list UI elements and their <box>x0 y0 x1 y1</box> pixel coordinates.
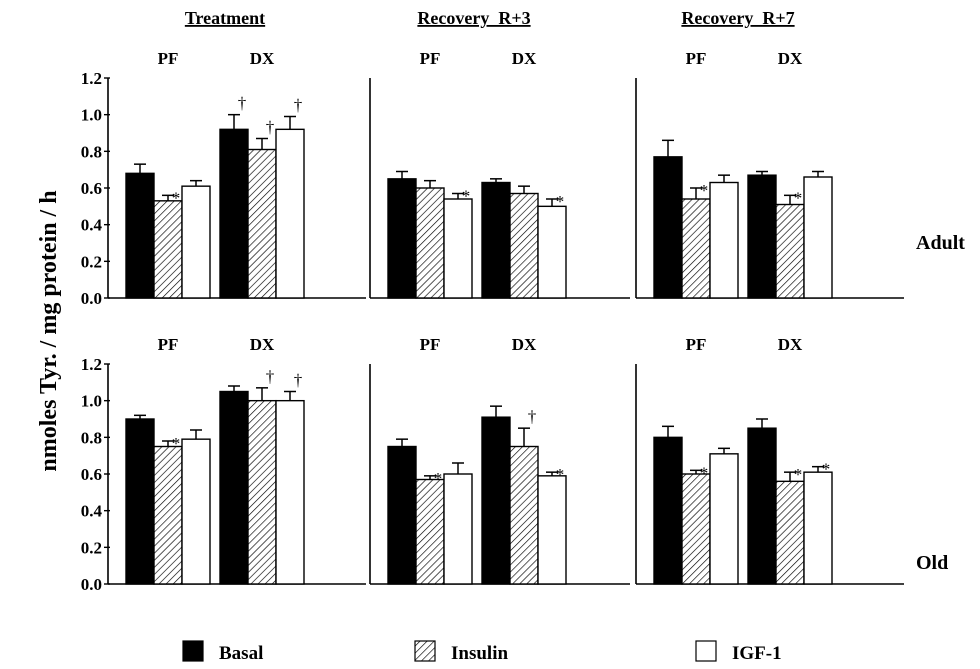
bar-igf-1 <box>181 185 211 299</box>
legend-swatch-insulin <box>414 640 436 662</box>
bar-insulin <box>153 200 183 299</box>
y-tick-label: 0.2 <box>81 538 102 557</box>
y-tick-label: 0.6 <box>81 179 102 198</box>
group-label-dx: DX <box>778 49 803 68</box>
bar-insulin <box>509 192 539 299</box>
bar-basal <box>219 128 249 299</box>
column-title-2: Recovery R+7 <box>681 8 794 28</box>
y-tick-label: 0.8 <box>81 142 102 161</box>
y-tick-label: 1.2 <box>81 69 102 88</box>
y-tick-label: 1.2 <box>81 355 102 374</box>
bar-basal <box>653 156 683 299</box>
group-label-dx: DX <box>250 335 275 354</box>
y-tick-label: 0.8 <box>81 428 102 447</box>
bar-basal <box>387 445 417 585</box>
bar-insulin <box>247 148 277 299</box>
y-tick-label: 0.6 <box>81 465 102 484</box>
significance-star: * <box>794 465 803 484</box>
significance-star: * <box>700 463 709 482</box>
significance-star: * <box>700 181 709 200</box>
group-label-dx: DX <box>250 49 275 68</box>
significance-star: * <box>434 469 443 488</box>
bar-igf-1 <box>537 475 567 585</box>
bar-insulin <box>153 445 183 585</box>
legend-label-igf-1: IGF-1 <box>732 643 782 664</box>
bar-insulin <box>681 198 711 299</box>
y-tick-label: 1.0 <box>81 106 102 125</box>
significance-star: * <box>556 465 565 484</box>
legend-label-insulin: Insulin <box>451 643 508 664</box>
dagger-mark: † <box>238 94 247 113</box>
y-tick-label: 0.4 <box>81 502 103 521</box>
group-label-dx: DX <box>512 335 537 354</box>
dagger-mark: † <box>266 367 275 386</box>
bar-insulin <box>415 187 445 299</box>
dagger-mark: † <box>266 118 275 137</box>
bar-basal <box>219 390 249 585</box>
plot-layer: nmoles Tyr. / mg protein / h Treatment Rec… <box>36 8 965 594</box>
column-title-0: Treatment <box>185 8 265 28</box>
bar-basal <box>481 416 511 585</box>
y-tick-label: 0.0 <box>81 575 102 594</box>
row-label-old: Old <box>916 552 948 574</box>
legend: Basal Insulin IGF-1 <box>182 640 782 664</box>
dagger-mark: † <box>294 96 303 115</box>
legend-swatch-igf-1 <box>695 640 717 662</box>
bar-igf-1 <box>803 471 833 585</box>
group-label-pf: PF <box>158 49 179 68</box>
significance-star: * <box>462 187 471 206</box>
bar-insulin <box>775 203 805 299</box>
group-label-pf: PF <box>158 335 179 354</box>
legend-swatch-basal <box>182 640 204 662</box>
dagger-mark: † <box>528 407 537 426</box>
y-tick-label: 0.4 <box>81 216 103 235</box>
bar-basal <box>747 174 777 299</box>
y-axis-label: nmoles Tyr. / mg protein / h <box>36 190 62 471</box>
bar-igf-1 <box>709 181 739 299</box>
y-tick-label: 0.0 <box>81 289 102 308</box>
bar-basal <box>125 418 155 585</box>
group-label-pf: PF <box>686 49 707 68</box>
bar-basal <box>125 172 155 299</box>
column-title-1: Recovery R+3 <box>417 8 530 28</box>
significance-star: * <box>556 192 565 211</box>
bar-igf-1 <box>443 198 473 299</box>
bar-igf-1 <box>275 128 305 299</box>
legend-label-basal: Basal <box>219 643 263 664</box>
bar-basal <box>747 427 777 585</box>
bar-insulin <box>509 445 539 585</box>
y-tick-label: 0.2 <box>81 252 102 271</box>
group-label-pf: PF <box>420 49 441 68</box>
bar-igf-1 <box>275 399 305 585</box>
significance-star: * <box>172 434 181 453</box>
bar-igf-1 <box>537 205 567 299</box>
significance-star: * <box>794 188 803 207</box>
bar-igf-1 <box>181 438 211 585</box>
group-label-dx: DX <box>778 335 803 354</box>
row-label-adult: Adult <box>916 232 965 254</box>
bar-insulin <box>775 480 805 585</box>
group-label-dx: DX <box>512 49 537 68</box>
dagger-mark: † <box>294 371 303 390</box>
significance-star: * <box>822 460 831 479</box>
bar-igf-1 <box>803 176 833 299</box>
bar-insulin <box>415 478 445 585</box>
group-label-pf: PF <box>420 335 441 354</box>
bar-igf-1 <box>709 453 739 585</box>
bar-igf-1 <box>443 473 473 585</box>
bar-insulin <box>247 399 277 585</box>
y-tick-label: 1.0 <box>81 392 102 411</box>
bar-basal <box>387 178 417 299</box>
bar-basal <box>653 436 683 585</box>
significance-star: * <box>172 188 181 207</box>
bar-insulin <box>681 473 711 585</box>
bar-basal <box>481 181 511 299</box>
group-label-pf: PF <box>686 335 707 354</box>
